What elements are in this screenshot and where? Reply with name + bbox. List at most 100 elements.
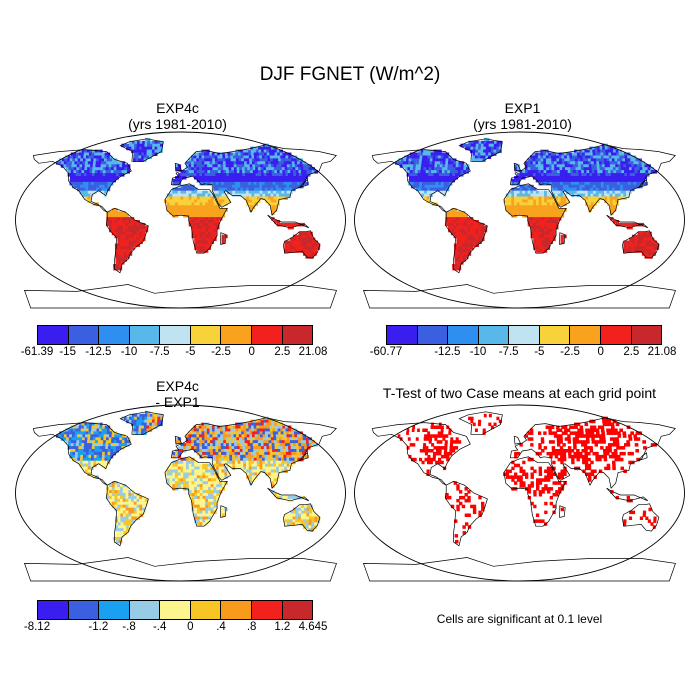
grid-cell — [289, 519, 293, 523]
grid-cell — [128, 419, 132, 424]
grid-cell — [260, 419, 265, 424]
grid-cell — [91, 454, 95, 459]
grid-cell — [524, 170, 529, 174]
grid-cell — [445, 211, 449, 215]
grid-cell — [198, 155, 203, 159]
grid-cell — [116, 437, 120, 441]
grid-cell — [548, 428, 552, 432]
grid-cell — [76, 437, 80, 441]
grid-cell — [228, 431, 232, 435]
grid-cell — [286, 161, 291, 165]
grid-cell — [519, 184, 523, 189]
grid-cell — [223, 167, 227, 171]
grid-cell — [85, 181, 89, 186]
grid-cell — [281, 164, 286, 168]
grid-cell — [538, 220, 543, 224]
grid-cell — [125, 240, 130, 244]
grid-cell — [191, 504, 195, 509]
grid-cell — [139, 510, 143, 515]
grid-cell — [481, 143, 484, 148]
grid-cell — [253, 454, 258, 459]
grid-cell — [514, 190, 518, 195]
grid-cell — [202, 522, 206, 526]
grid-cell — [446, 184, 450, 189]
grid-cell — [253, 449, 257, 453]
grid-cell — [91, 176, 95, 180]
grid-cell — [160, 413, 164, 418]
colorbar-tick-label: -12.5 — [85, 346, 112, 358]
grid-cell — [214, 158, 219, 162]
grid-cell — [252, 161, 256, 165]
grid-cell — [412, 152, 415, 156]
grid-cell — [305, 252, 309, 256]
grid-cell — [640, 240, 644, 244]
grid-cell — [273, 463, 277, 468]
grid-cell — [107, 155, 110, 159]
grid-cell — [617, 187, 621, 192]
grid-cell — [233, 161, 237, 165]
grid-cell — [205, 466, 209, 471]
grid-cell — [285, 451, 290, 456]
grid-cell — [246, 431, 250, 435]
grid-cell — [88, 460, 92, 465]
grid-cell — [81, 173, 85, 177]
grid-cell — [227, 425, 231, 429]
grid-cell — [548, 155, 552, 159]
colorbar-tick-label: 1.2 — [274, 621, 291, 633]
grid-cell — [617, 164, 622, 168]
grid-cell — [136, 510, 140, 515]
grid-cell — [594, 173, 599, 177]
grid-cell — [205, 243, 209, 247]
grid-cell — [428, 173, 432, 177]
grid-cell — [573, 184, 578, 189]
grid-cell — [606, 161, 611, 165]
grid-cell — [188, 481, 193, 485]
grid-cell — [485, 149, 489, 154]
grid-cell — [297, 249, 301, 253]
grid-cell — [144, 228, 149, 233]
grid-cell — [443, 152, 447, 156]
grid-cell — [276, 149, 281, 154]
grid-cell — [543, 178, 548, 183]
grid-cell — [538, 202, 543, 206]
grid-cell — [188, 158, 192, 162]
grid-cell — [149, 419, 153, 424]
grid-cell — [66, 164, 69, 168]
grid-cell — [197, 481, 201, 485]
grid-cell — [70, 176, 73, 180]
grid-cell — [558, 152, 563, 156]
grid-cell — [535, 170, 539, 174]
grid-cell — [480, 155, 484, 159]
grid-cell — [560, 240, 564, 244]
grid-cell — [450, 164, 454, 168]
grid-cell — [199, 249, 203, 253]
grid-cell — [109, 490, 113, 494]
grid-cell — [243, 184, 247, 189]
grid-cell — [273, 199, 277, 203]
grid-cell — [239, 440, 243, 444]
grid-cell — [276, 437, 280, 441]
grid-cell — [199, 478, 204, 482]
grid-cell — [209, 437, 214, 441]
grid-cell — [625, 181, 629, 186]
grid-cell — [123, 513, 127, 517]
grid-cell — [412, 167, 416, 171]
grid-cell — [180, 193, 184, 198]
grid-cell — [118, 443, 122, 447]
coastline-antarctica — [24, 557, 337, 582]
grid-cell — [125, 507, 129, 512]
grid-cell — [271, 419, 275, 424]
grid-cell — [91, 173, 95, 177]
grid-cell — [202, 193, 206, 198]
grid-cell — [218, 443, 222, 447]
coastline-uk — [513, 162, 521, 172]
grid-cell — [89, 152, 92, 156]
grid-cell — [455, 164, 459, 168]
grid-cell — [464, 220, 468, 224]
grid-cell — [107, 449, 111, 453]
grid-cell — [230, 152, 234, 156]
grid-cell — [599, 164, 603, 168]
grid-cell — [519, 196, 523, 200]
grid-cell — [118, 170, 122, 174]
grid-cell — [298, 443, 303, 447]
